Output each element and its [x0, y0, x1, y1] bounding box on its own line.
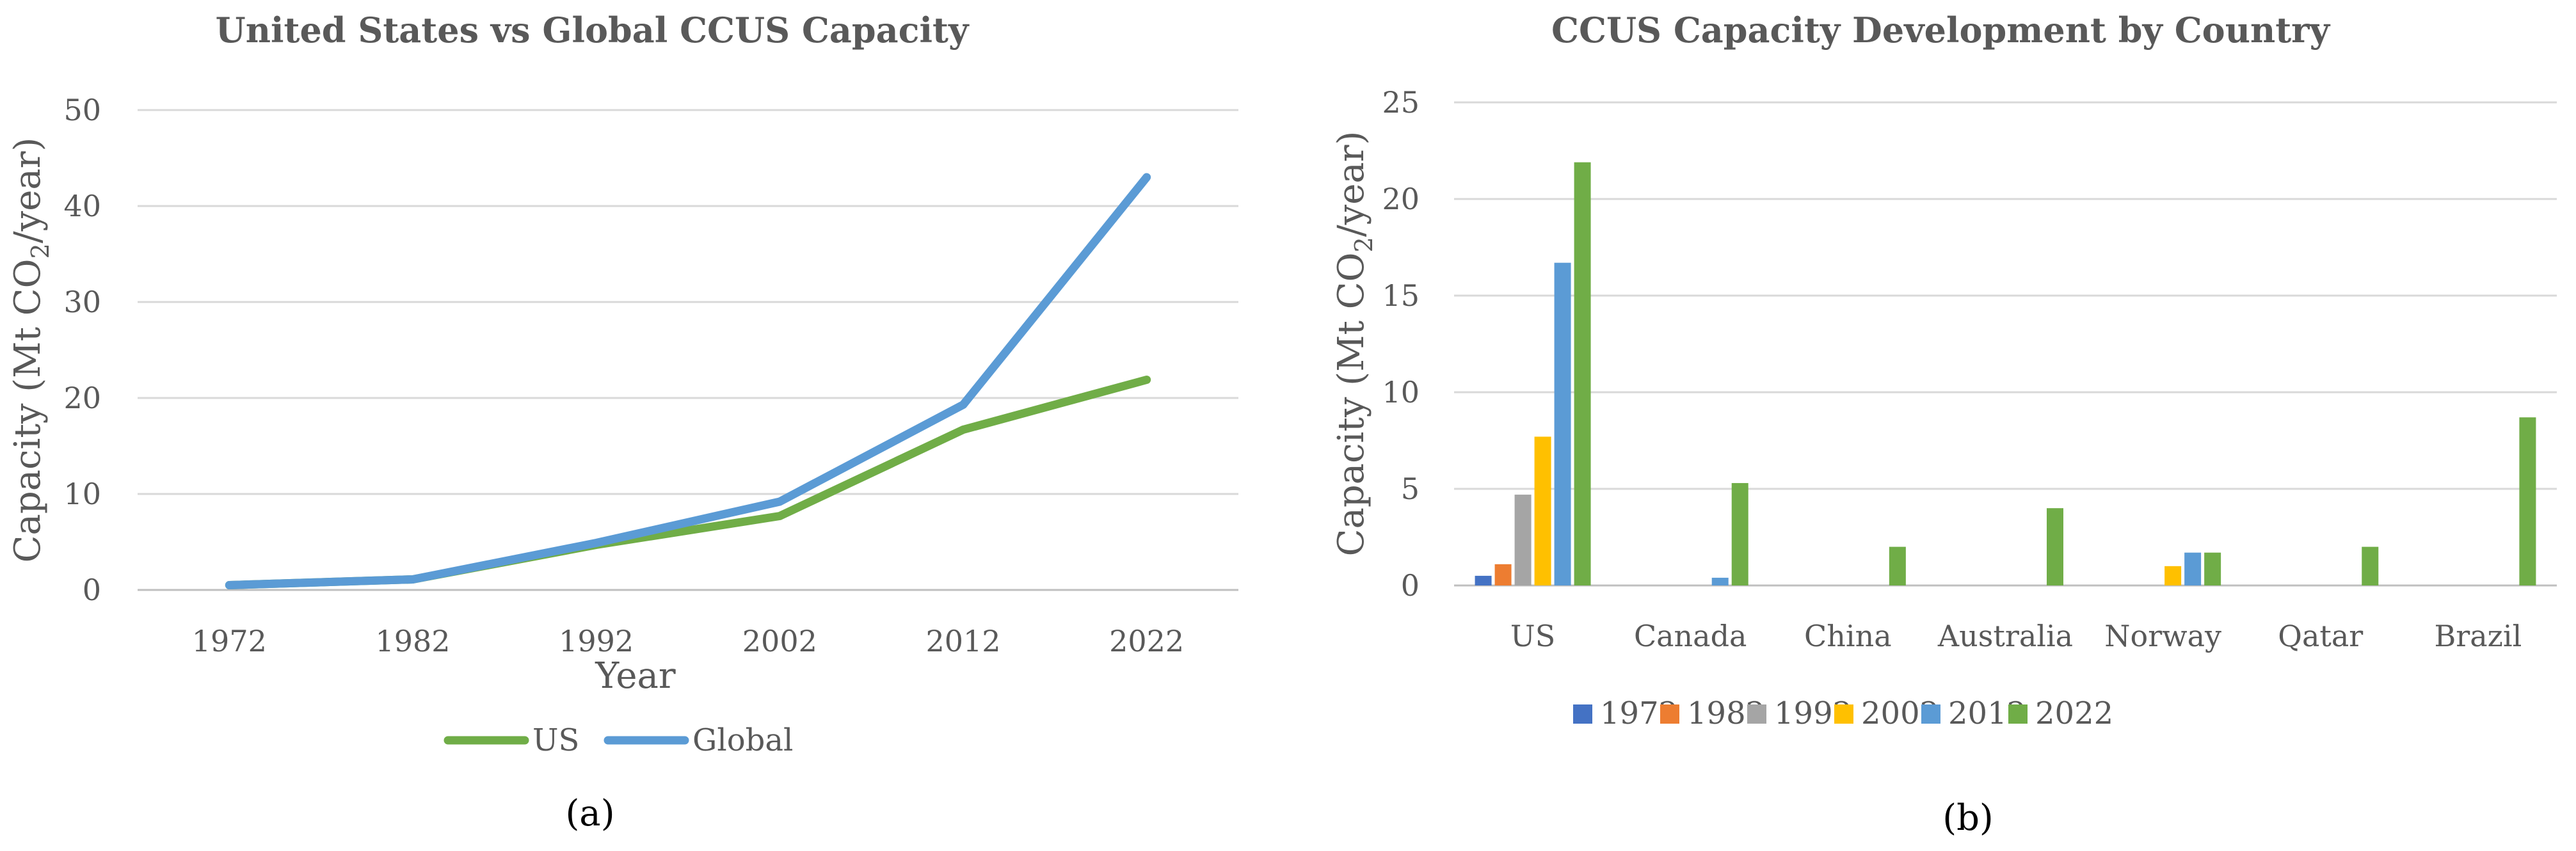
legend-swatch-1992: [1747, 704, 1766, 724]
y-tick-label: 0: [1401, 568, 1420, 603]
bar-canada-2022: [1731, 482, 1748, 585]
y-tick-label: 10: [63, 477, 101, 511]
x-tick-label: Qatar: [2278, 619, 2363, 653]
bar-us-1992: [1514, 495, 1532, 585]
line-chart-a: United States vs Global CCUS Capacity 0 10…: [7, 10, 1238, 834]
x-tick-label: US: [1510, 619, 1555, 653]
legend-label: 2022: [2035, 696, 2113, 731]
y-tick-label: 0: [83, 573, 101, 607]
x-tick-label: China: [1804, 619, 1892, 653]
bar-brazil-2022: [2519, 417, 2536, 585]
legend-swatch-1982: [1660, 704, 1679, 724]
legend-swatch-2012: [1921, 704, 1940, 724]
x-tick-label: 2012: [925, 624, 1000, 658]
legend-swatch-2002: [1834, 704, 1853, 724]
x-tick-label: 2002: [742, 624, 817, 658]
legend-swatch-2022: [2008, 704, 2028, 724]
x-tick-label: Norway: [2104, 619, 2221, 653]
y-tick-label: 10: [1382, 375, 1420, 410]
y-tick-label: 40: [63, 189, 101, 223]
series-line-us: [225, 376, 1151, 589]
y-axis-label-subscript: 2: [26, 243, 54, 258]
y-tick-label: 25: [1382, 85, 1420, 120]
bar-qatar-2022: [2362, 546, 2379, 585]
y-axis-label-subscript: 2: [1350, 237, 1378, 252]
caption: (b): [1942, 797, 1994, 839]
x-tick-label: Australia: [1937, 619, 2073, 653]
bar-australia-2022: [2047, 508, 2063, 585]
bar-canada-2012: [1711, 577, 1729, 585]
y-tick-label: 30: [63, 285, 101, 319]
bar-norway-2002: [2164, 566, 2182, 585]
x-tick-label: 1992: [559, 624, 634, 658]
x-tick-label: 1972: [192, 624, 267, 658]
bar-chart-b: CCUS Capacity Development by Country 0 5 10…: [1331, 10, 2557, 839]
bar-us-1972: [1475, 575, 1492, 585]
x-axis-label: Year: [595, 655, 676, 697]
chart-title: United States vs Global CCUS Capacity: [216, 10, 970, 51]
y-axis-label: Capacity (Mt CO2/year): [7, 138, 54, 563]
bar-us-2012: [1554, 262, 1571, 585]
bar-china-2022: [1889, 546, 1906, 585]
legend-label: US: [532, 722, 579, 758]
x-tick-label: Canada: [1634, 619, 1747, 653]
x-tick-label: 1982: [375, 624, 450, 658]
chart-title: CCUS Capacity Development by Country: [1551, 10, 2331, 51]
y-axis-label-part: /year): [1331, 131, 1372, 237]
bar-norway-2012: [2184, 552, 2202, 585]
bar-norway-2022: [2204, 552, 2221, 585]
y-axis-label-part: Capacity (Mt CO: [1331, 252, 1372, 556]
caption: (a): [565, 793, 614, 834]
x-tick-label: Brazil: [2434, 619, 2522, 653]
y-axis-label-part: Capacity (Mt CO: [7, 258, 49, 562]
series-line-global: [225, 173, 1151, 589]
legend-label: Global: [692, 722, 793, 758]
y-axis-label: Capacity (Mt CO2/year): [1331, 131, 1378, 557]
y-tick-label: 20: [63, 381, 101, 415]
y-axis-label-part: /year): [7, 138, 49, 244]
bar-us-2022: [1574, 162, 1591, 585]
bar-us-2002: [1534, 436, 1551, 585]
y-tick-label: 20: [1382, 182, 1420, 216]
y-tick-label: 50: [63, 93, 101, 127]
y-tick-label: 15: [1382, 278, 1420, 313]
legend-swatch-1972: [1573, 704, 1592, 724]
bar-us-1982: [1494, 564, 1512, 585]
x-tick-label: 2022: [1109, 624, 1184, 658]
y-tick-label: 5: [1401, 472, 1420, 506]
